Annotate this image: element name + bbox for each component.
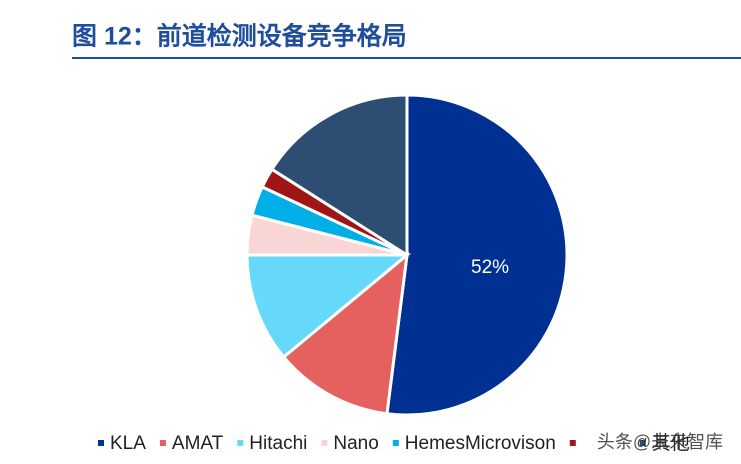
legend-label: Nano xyxy=(333,433,378,454)
legend-swatch xyxy=(569,440,576,446)
pie: 52% xyxy=(245,93,569,417)
pie-slice xyxy=(269,93,409,258)
legend: KLA AMAT Hitachi Nano HemesMicrovison 其他 xyxy=(98,432,690,454)
pie-slice xyxy=(385,93,569,417)
legend-label: AMAT xyxy=(172,433,224,454)
legend-label: 其他 xyxy=(652,432,690,454)
chart-title: 图 12：前道检测设备竞争格局 xyxy=(72,22,407,51)
legend-swatch xyxy=(639,440,646,446)
pie-slice xyxy=(281,251,409,416)
legend-label: Hitachi xyxy=(249,433,307,454)
legend-swatch xyxy=(159,440,166,446)
legend-swatch xyxy=(237,440,244,446)
watermark: 头条@未来智库 xyxy=(597,432,723,452)
legend-label: HemesMicrovison xyxy=(405,433,556,454)
legend-swatch xyxy=(392,440,399,446)
legend-swatch xyxy=(321,440,328,446)
legend-swatch xyxy=(98,440,104,446)
pie-slice xyxy=(245,253,412,360)
legend-label: KLA xyxy=(110,433,146,454)
data-label: 52% xyxy=(471,257,509,278)
